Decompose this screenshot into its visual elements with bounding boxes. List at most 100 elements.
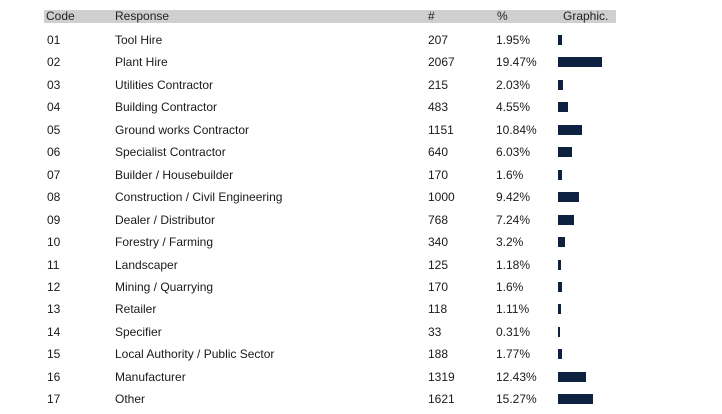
row-response: Dealer / Distributor bbox=[115, 213, 216, 227]
table-row: 12 Mining / Quarrying 170 1.6% bbox=[0, 280, 722, 302]
row-bar bbox=[558, 282, 562, 292]
row-percent: 9.42% bbox=[496, 190, 531, 204]
row-code: 04 bbox=[47, 100, 61, 114]
row-bar bbox=[558, 349, 562, 359]
row-count: 640 bbox=[428, 145, 449, 159]
row-percent: 12.43% bbox=[496, 370, 537, 384]
row-percent: 2.03% bbox=[496, 78, 531, 92]
table-row: 06 Specialist Contractor 640 6.03% bbox=[0, 145, 722, 167]
row-code: 05 bbox=[47, 123, 61, 137]
row-response: Retailer bbox=[115, 302, 157, 316]
row-response: Specialist Contractor bbox=[115, 145, 226, 159]
row-bar bbox=[558, 215, 574, 225]
row-code: 13 bbox=[47, 302, 61, 316]
row-percent: 4.55% bbox=[496, 100, 531, 114]
table-row: 05 Ground works Contractor 1151 10.84% bbox=[0, 123, 722, 145]
row-bar bbox=[558, 125, 582, 135]
row-response: Local Authority / Public Sector bbox=[115, 347, 275, 361]
row-bar bbox=[558, 147, 572, 157]
table-row: 08 Construction / Civil Engineering 1000 9.… bbox=[0, 190, 722, 212]
row-response: Forestry / Farming bbox=[115, 235, 214, 249]
row-response: Other bbox=[115, 392, 146, 406]
row-bar bbox=[558, 394, 593, 404]
row-count: 1000 bbox=[428, 190, 455, 204]
row-bar bbox=[558, 80, 563, 90]
row-response: Construction / Civil Engineering bbox=[115, 190, 283, 204]
table-row: 13 Retailer 118 1.11% bbox=[0, 302, 722, 324]
row-code: 08 bbox=[47, 190, 61, 204]
row-percent: 1.77% bbox=[496, 347, 531, 361]
row-bar bbox=[558, 170, 562, 180]
row-response: Utilities Contractor bbox=[115, 78, 214, 92]
row-code: 09 bbox=[47, 213, 61, 227]
header-percent: % bbox=[497, 9, 508, 23]
row-bar bbox=[558, 327, 560, 337]
row-percent: 7.24% bbox=[496, 213, 531, 227]
row-code: 03 bbox=[47, 78, 61, 92]
row-count: 483 bbox=[428, 100, 449, 114]
table-row: 10 Forestry / Farming 340 3.2% bbox=[0, 235, 722, 257]
row-count: 1621 bbox=[428, 392, 455, 406]
row-code: 06 bbox=[47, 145, 61, 159]
row-count: 125 bbox=[428, 258, 449, 272]
row-bar bbox=[558, 372, 586, 382]
row-count: 215 bbox=[428, 78, 449, 92]
row-count: 1151 bbox=[428, 123, 454, 137]
table-row: 02 Plant Hire 2067 19.47% bbox=[0, 55, 722, 77]
row-response: Landscaper bbox=[115, 258, 178, 272]
table-row: 17 Other 1621 15.27% bbox=[0, 392, 722, 414]
table-row: 15 Local Authority / Public Sector 188 1.77… bbox=[0, 347, 722, 369]
row-count: 207 bbox=[428, 33, 449, 47]
row-bar bbox=[558, 57, 602, 67]
table-row: 01 Tool Hire 207 1.95% bbox=[0, 33, 722, 55]
row-response: Tool Hire bbox=[115, 33, 163, 47]
row-bar bbox=[558, 102, 568, 112]
row-count: 33 bbox=[428, 325, 442, 339]
table-row: 11 Landscaper 125 1.18% bbox=[0, 258, 722, 280]
table-row: 09 Dealer / Distributor 768 7.24% bbox=[0, 213, 722, 235]
row-code: 11 bbox=[47, 258, 60, 272]
row-count: 170 bbox=[428, 168, 449, 182]
row-count: 170 bbox=[428, 280, 449, 294]
row-count: 2067 bbox=[428, 55, 455, 69]
row-code: 14 bbox=[47, 325, 61, 339]
row-count: 1319 bbox=[428, 370, 455, 384]
header-graphic: Graphic. bbox=[563, 9, 609, 23]
row-code: 12 bbox=[47, 280, 61, 294]
row-bar bbox=[558, 192, 579, 202]
row-code: 01 bbox=[47, 33, 61, 47]
header-code: Code bbox=[46, 9, 75, 23]
row-percent: 15.27% bbox=[496, 392, 537, 406]
row-bar bbox=[558, 35, 562, 45]
row-percent: 1.6% bbox=[496, 168, 524, 182]
row-percent: 1.11% bbox=[496, 302, 530, 316]
table-row: 04 Building Contractor 483 4.55% bbox=[0, 100, 722, 122]
row-code: 02 bbox=[47, 55, 61, 69]
header-band bbox=[44, 10, 616, 23]
row-response: Ground works Contractor bbox=[115, 123, 250, 137]
row-bar bbox=[558, 304, 561, 314]
row-count: 118 bbox=[428, 302, 448, 316]
row-count: 188 bbox=[428, 347, 449, 361]
row-count: 768 bbox=[428, 213, 449, 227]
table-row: 14 Specifier 33 0.31% bbox=[0, 325, 722, 347]
row-percent: 10.84% bbox=[496, 123, 537, 137]
row-percent: 1.95% bbox=[496, 33, 531, 47]
row-percent: 6.03% bbox=[496, 145, 531, 159]
row-response: Building Contractor bbox=[115, 100, 218, 114]
row-code: 16 bbox=[47, 370, 61, 384]
row-bar bbox=[558, 237, 565, 247]
row-count: 340 bbox=[428, 235, 449, 249]
row-percent: 19.47% bbox=[496, 55, 537, 69]
row-response: Plant Hire bbox=[115, 55, 168, 69]
row-code: 15 bbox=[47, 347, 61, 361]
row-percent: 1.6% bbox=[496, 280, 524, 294]
row-response: Mining / Quarrying bbox=[115, 280, 214, 294]
table-row: 16 Manufacturer 1319 12.43% bbox=[0, 370, 722, 392]
row-percent: 3.2% bbox=[496, 235, 524, 249]
row-code: 07 bbox=[47, 168, 61, 182]
row-response: Specifier bbox=[115, 325, 162, 339]
header-response: Response bbox=[115, 9, 170, 23]
row-percent: 1.18% bbox=[496, 258, 531, 272]
table-row: 07 Builder / Housebuilder 170 1.6% bbox=[0, 168, 722, 190]
